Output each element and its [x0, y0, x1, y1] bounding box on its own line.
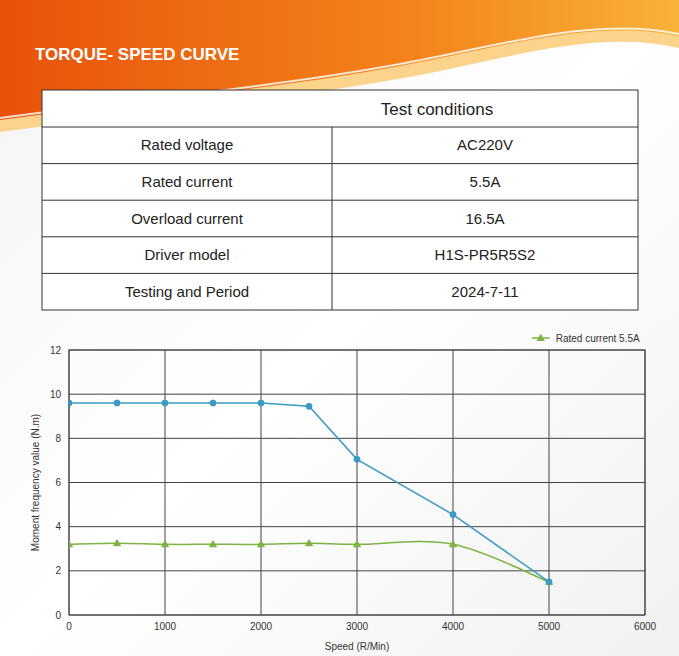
x-axis-title: Speed (R/Min): [325, 641, 389, 652]
x-tick-label: 1000: [154, 621, 177, 632]
grid-line: [453, 350, 454, 615]
table-cell: Rated current: [142, 173, 234, 190]
series-marker: [210, 400, 216, 406]
table-cell: 16.5A: [465, 210, 504, 227]
grid-line: [357, 350, 358, 615]
series-marker: [258, 400, 264, 406]
legend: Rated current 5.5A: [532, 333, 640, 344]
page: TORQUE- SPEED CURVE Test conditions Rated …: [0, 0, 679, 656]
legend-marker: [537, 335, 544, 341]
series-line: [69, 403, 549, 582]
series-line: [69, 542, 549, 582]
series-marker: [258, 541, 265, 547]
series-marker: [306, 403, 312, 409]
page-title: TORQUE- SPEED CURVE: [35, 45, 239, 64]
grid-line: [69, 350, 70, 615]
grid-line: [261, 350, 262, 615]
series-marker: [210, 541, 217, 547]
grid-line: [549, 350, 550, 615]
table: Test conditions Rated voltage AC220V Rated …: [42, 90, 638, 310]
series-marker: [162, 400, 168, 406]
background: [0, 0, 679, 656]
series-marker: [354, 456, 360, 462]
table-rule: [42, 127, 638, 128]
series-marker: [354, 541, 361, 547]
plot-marks: [69, 400, 553, 585]
plot-frame: [69, 350, 645, 615]
y-axis-title: Moment frequency value (N.m): [30, 414, 41, 551]
series-marker: [546, 579, 552, 585]
series-marker: [450, 512, 456, 518]
series-marker: [69, 541, 73, 547]
grid-line: [645, 350, 646, 615]
table-cell: 5.5A: [470, 173, 501, 190]
series-marker: [306, 540, 313, 546]
table-title: Test conditions: [381, 100, 493, 119]
y-tick-label: 8: [55, 433, 61, 444]
series-marker: [450, 541, 457, 547]
table-cell: 2024-7-11: [451, 283, 518, 300]
table-cell: H1S-PR5R5S2: [435, 246, 536, 263]
x-tick-label: 4000: [442, 621, 465, 632]
table-cell: Testing and Period: [125, 283, 249, 300]
chart: 0 2 4 6 8 10 12 0 1000 2000 3000 4000 5000 6000 Speed …: [30, 345, 657, 653]
table-rule: [332, 127, 333, 310]
y-tick-label: 6: [55, 477, 61, 488]
series-marker: [114, 540, 121, 546]
table-rule: [42, 273, 638, 274]
table-rule: [42, 163, 638, 164]
table-cell: Overload current: [131, 210, 244, 227]
table-frame: [42, 90, 638, 310]
table-rule: [42, 236, 638, 237]
table-rule: [42, 200, 638, 201]
x-tick-label: 6000: [634, 621, 657, 632]
y-tick-label: 10: [50, 389, 62, 400]
series-marker: [114, 400, 120, 406]
table-cell: AC220V: [457, 136, 513, 153]
y-tick-label: 12: [50, 345, 62, 356]
y-tick-label: 4: [55, 521, 61, 532]
y-tick-label: 0: [55, 610, 61, 621]
x-tick-label: 3000: [346, 621, 369, 632]
table-cell: Driver model: [144, 246, 229, 263]
x-tick-label: 2000: [250, 621, 273, 632]
legend-label: Rated current 5.5A: [556, 333, 640, 344]
x-tick-label: 5000: [538, 621, 561, 632]
y-tick-label: 2: [55, 565, 61, 576]
series-marker: [162, 541, 169, 547]
x-tick-label: 0: [66, 621, 72, 632]
series-marker: [69, 400, 72, 406]
grid-line: [165, 350, 166, 615]
table-cell: Rated voltage: [141, 136, 234, 153]
